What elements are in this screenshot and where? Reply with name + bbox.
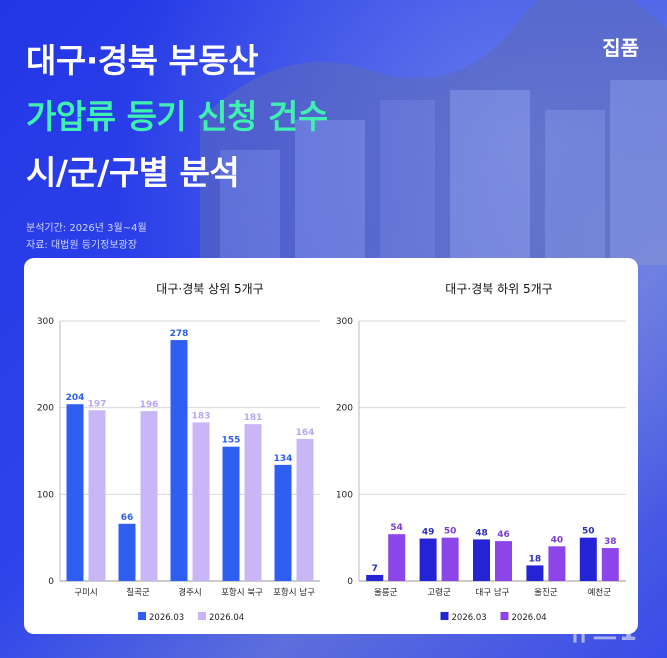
title-line-1: 대구·경북 부동산 xyxy=(26,41,259,80)
data-label: 50 xyxy=(444,527,457,537)
title-line-3: 시/군/구별 분석 xyxy=(26,153,240,192)
bar xyxy=(244,424,262,581)
data-label: 278 xyxy=(170,329,189,339)
brand-logo: 집품 xyxy=(602,36,639,60)
bar xyxy=(118,523,136,581)
bar xyxy=(366,574,384,581)
data-label: 134 xyxy=(274,454,293,464)
bar xyxy=(441,537,459,581)
bar xyxy=(66,404,84,581)
bar xyxy=(296,438,314,581)
analysis-period: 분석기간: 2026년 3월~4월 xyxy=(26,223,147,234)
bar xyxy=(495,541,512,581)
chart-title-top5: 대구·경북 상위 5개구 xyxy=(156,282,264,296)
legend-label: 2026.03 xyxy=(452,613,487,623)
x-tick-label: 포항시 북구 xyxy=(221,588,263,598)
legend-swatch xyxy=(500,612,509,620)
data-label: 164 xyxy=(296,428,315,438)
title-line-2: 가압류 등기 신청 건수 xyxy=(26,97,328,136)
bar xyxy=(274,464,292,581)
y-tick-label: 200 xyxy=(37,404,54,414)
y-tick-label: 0 xyxy=(347,577,353,587)
y-tick-label: 300 xyxy=(336,317,353,327)
city-skyline-photo xyxy=(200,0,667,265)
bar xyxy=(88,410,106,581)
y-tick-label: 100 xyxy=(336,490,353,500)
bar xyxy=(192,422,210,581)
y-tick-label: 300 xyxy=(37,317,54,327)
x-tick-label: 칠곡군 xyxy=(126,588,150,598)
y-tick-label: 0 xyxy=(48,577,54,587)
x-tick-label: 울진군 xyxy=(534,587,558,598)
news1-watermark: 뉴스1 xyxy=(567,617,639,647)
bar xyxy=(222,446,240,581)
data-label: 40 xyxy=(551,535,564,545)
bar xyxy=(419,538,437,581)
data-label: 181 xyxy=(244,413,263,423)
legend-swatch xyxy=(138,612,146,620)
data-label: 50 xyxy=(582,527,595,537)
data-label: 155 xyxy=(222,436,241,446)
legend-label: 2026.04 xyxy=(512,613,547,623)
bar xyxy=(473,539,490,581)
bar xyxy=(140,411,158,581)
x-tick-label: 구미시 xyxy=(74,588,97,598)
bar xyxy=(526,565,544,581)
x-tick-label: 경주시 xyxy=(178,587,201,598)
data-label: 49 xyxy=(422,528,435,538)
bar xyxy=(170,340,188,581)
x-tick-label: 고령군 xyxy=(427,587,451,598)
chart-card: 대구·경북 상위 5개구 대구·경북 하위 5개구 0 100 200 300 204 1… xyxy=(24,258,638,634)
data-label: 54 xyxy=(390,523,403,533)
bar xyxy=(548,546,566,581)
legend-swatch xyxy=(198,612,206,620)
x-tick-label: 대구 남구 xyxy=(476,588,510,598)
y-tick-label: 100 xyxy=(37,490,54,500)
data-label: 18 xyxy=(529,554,542,564)
data-label: 7 xyxy=(372,564,378,574)
bar xyxy=(579,537,597,581)
data-label: 38 xyxy=(604,537,617,547)
legend-label: 2026.03 xyxy=(149,613,184,623)
data-label: 196 xyxy=(140,400,159,410)
data-label: 46 xyxy=(497,530,510,540)
data-label: 48 xyxy=(475,528,488,538)
data-label: 204 xyxy=(66,393,85,403)
x-tick-label: 울릉군 xyxy=(374,588,398,598)
chart-title-bottom5: 대구·경북 하위 5개구 xyxy=(445,282,553,296)
legend-label: 2026.04 xyxy=(209,613,244,623)
y-tick-label: 200 xyxy=(336,404,353,414)
x-tick-label: 예천군 xyxy=(588,587,612,598)
bar xyxy=(601,548,619,581)
data-label: 197 xyxy=(88,399,107,409)
x-tick-label: 포항시 남구 xyxy=(273,588,315,598)
bar xyxy=(388,534,406,581)
legend-swatch xyxy=(440,612,449,620)
data-source: 자료: 대법원 등기정보광장 xyxy=(26,240,137,251)
data-label: 66 xyxy=(121,513,134,523)
data-label: 183 xyxy=(192,411,211,421)
